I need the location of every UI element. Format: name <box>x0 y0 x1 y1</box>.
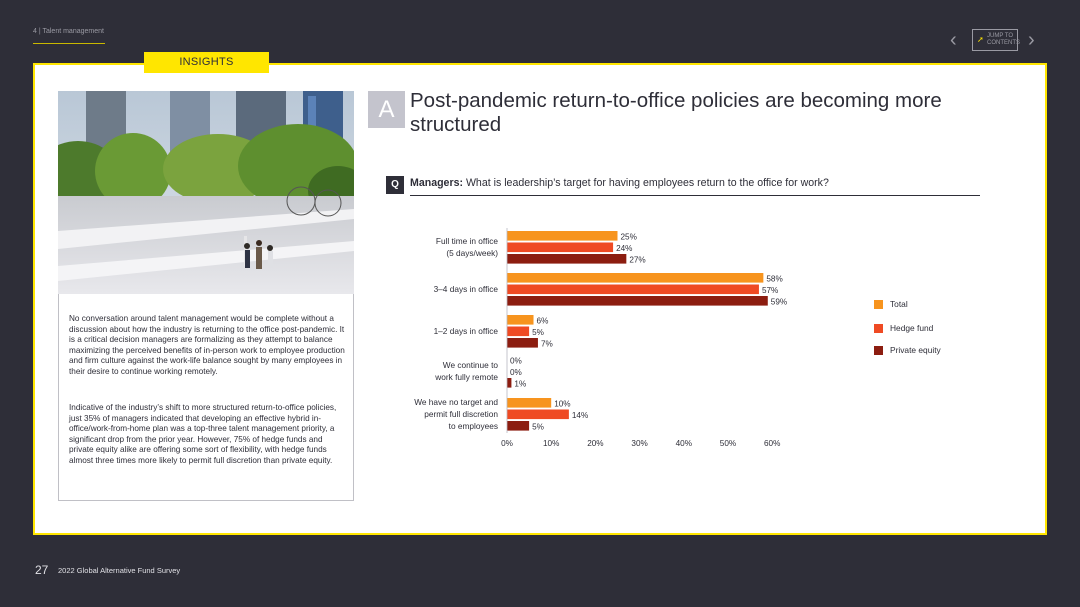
arrow-icon: ➚ <box>977 35 984 44</box>
category-label-line: work fully remote <box>435 372 498 383</box>
prev-page-icon[interactable]: ‹ <box>950 29 957 51</box>
survey-question: Managers: What is leadership’s target fo… <box>410 177 829 189</box>
category-label-line: 3–4 days in office <box>433 284 498 295</box>
office-plaza-photo <box>58 91 354 294</box>
category-label-line: to employees <box>448 421 498 432</box>
category-label-line: We have no target and <box>414 397 498 408</box>
legend-label: Total <box>890 299 908 309</box>
section-letter: A <box>368 91 405 128</box>
category-label-line: permit full discretion <box>424 409 498 420</box>
category-label-line: We continue to <box>442 360 498 371</box>
category-label: Full time in office (5 days/week) <box>388 235 498 259</box>
question-text: What is leadership’s target for having e… <box>465 177 829 189</box>
next-page-icon[interactable]: › <box>1028 29 1035 51</box>
question-rule <box>410 195 980 196</box>
category-label-line: Full time in office <box>435 236 498 247</box>
question-marker: Q <box>386 176 404 194</box>
question-lead: Managers: <box>410 177 463 189</box>
body-paragraph-2: Indicative of the industry’s shift to mo… <box>69 403 337 465</box>
page-title: Post-pandemic return-to-office policies … <box>410 89 942 136</box>
legend-label: Private equity <box>890 345 941 355</box>
category-label: We continue to work fully remote <box>388 359 498 383</box>
legend-swatch <box>874 324 883 333</box>
report-title: 2022 Global Alternative Fund Survey <box>58 566 181 575</box>
legend-label: Hedge fund <box>890 323 934 333</box>
category-label-line: 1–2 days in office <box>433 326 498 337</box>
legend-swatch <box>874 346 883 355</box>
breadcrumb-underline <box>33 43 105 44</box>
breadcrumb[interactable]: 4 | Talent management <box>33 28 104 35</box>
legend-swatch <box>874 300 883 309</box>
category-label: 1–2 days in office <box>388 325 498 337</box>
jump-to-contents-label: JUMP TO CONTENTS <box>987 33 1020 46</box>
page-number: 27 <box>35 563 49 577</box>
jump-to-contents-button[interactable]: ➚ JUMP TO CONTENTS <box>972 29 1020 51</box>
category-label: 3–4 days in office <box>388 283 498 295</box>
body-paragraph-1: No conversation around talent management… <box>69 314 345 376</box>
category-label-line: (5 days/week) <box>446 248 498 259</box>
insights-badge: INSIGHTS <box>144 52 269 73</box>
category-label: We have no target and permit full discret… <box>388 396 498 432</box>
